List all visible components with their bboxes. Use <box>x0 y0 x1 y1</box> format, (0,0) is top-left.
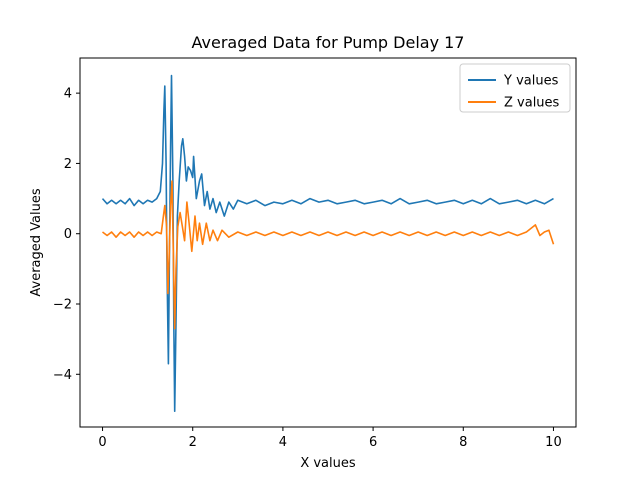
chart-title: Averaged Data for Pump Delay 17 <box>192 33 465 52</box>
y-tick-label: 0 <box>64 227 72 242</box>
plot-frame <box>79 57 577 428</box>
x-tick-label: 2 <box>189 435 197 450</box>
y-axis: −4 −2 0 2 4 <box>53 87 80 383</box>
y-axis-label: Averaged Values <box>29 188 44 296</box>
series-line-1 <box>101 74 554 412</box>
series-layer <box>101 74 555 412</box>
legend: Y values Z values <box>459 63 571 113</box>
x-tick-label: 10 <box>545 435 562 450</box>
y-tick-label: 4 <box>64 87 72 102</box>
y-tick-label: 2 <box>64 157 72 172</box>
x-tick-label: 6 <box>369 435 377 450</box>
x-tick-label: 4 <box>279 435 287 450</box>
y-tick-label: −4 <box>53 368 72 383</box>
x-tick-label: 0 <box>98 435 106 450</box>
x-axis-label: X values <box>300 456 356 471</box>
x-tick-label: 8 <box>459 435 467 450</box>
legend-label: Z values <box>504 96 560 111</box>
x-axis: 0 2 4 6 8 10 <box>98 427 562 450</box>
series-line-2 <box>102 180 555 330</box>
y-tick-label: −2 <box>53 298 72 313</box>
legend-box <box>459 63 571 113</box>
legend-label: Y values <box>503 74 559 89</box>
